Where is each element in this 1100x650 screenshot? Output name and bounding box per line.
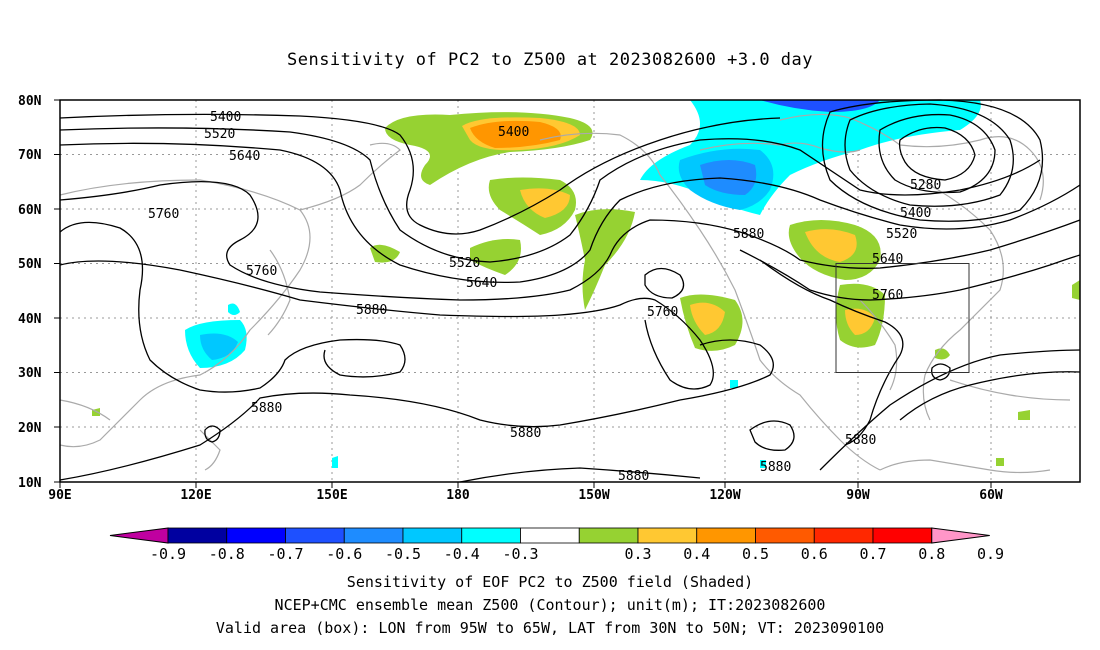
lon-label: 150W [578,488,609,503]
contour-label: 5760 [872,288,903,303]
colorbar-label: -0.5 [385,545,421,563]
colorbar-swatch [343,527,404,544]
colorbar-swatch [226,527,286,544]
colorbar-swatch [520,527,580,544]
colorbar-label: 0.6 [801,545,828,563]
lon-label: 120W [709,488,740,503]
gridlines [60,100,1080,482]
lon-label: 60W [979,488,1003,503]
colorbar-label: 0.9 [977,545,1004,563]
contour-label: 5880 [618,469,649,484]
colorbar-label: 0.5 [742,545,769,563]
contour-label: 5880 [733,227,764,242]
colorbar-label: 0.8 [918,545,945,563]
lat-label: 60N [18,203,42,218]
lon-label: 90W [846,488,870,503]
colorbar-swatch [578,527,639,544]
lat-label: 20N [18,421,42,436]
contour-label: 5880 [760,460,791,475]
colorbar-label: -0.6 [326,545,362,563]
contour-label: 5640 [229,149,260,164]
lon-label: 150E [316,488,347,503]
contour-label: 5640 [872,252,903,267]
contour-label: 5640 [466,276,497,291]
caption-line-1: Sensitivity of EOF PC2 to Z500 field (Sh… [346,573,754,591]
lat-label: 70N [18,148,42,163]
lat-axis-labels: 80N 70N 60N 50N 40N 30N 20N 10N [18,94,42,491]
map-background [60,100,1080,482]
colorbar-swatch [696,527,756,544]
colorbar-end-high [931,527,990,544]
colorbar-label: -0.7 [267,545,303,563]
contour-label: 5400 [498,125,529,140]
contour-label: 5760 [647,305,678,320]
colorbar-label: -0.3 [502,545,538,563]
caption-line-3: Valid area (box): LON from 95W to 65W, L… [215,619,885,637]
contour-label: 5760 [148,207,179,222]
colorbar-label: -0.8 [209,545,245,563]
colorbar-swatch [461,527,521,544]
contour-label: 5880 [356,303,387,318]
colorbar: -0.9 -0.8 -0.7 -0.6 -0.5 -0.4 -0.3 0.3 0.4 0.5 0.6… [109,527,1004,563]
contour-label: 5760 [246,264,277,279]
lat-label: 80N [18,94,42,109]
map-panel: 5400 5520 5640 5760 5280 5400 5520 5640 … [54,99,1081,488]
colorbar-swatch [285,527,345,544]
contour-label: 5520 [204,127,235,142]
colorbar-swatch [637,527,698,544]
coastlines [59,113,1071,474]
shaded-sensitivity [92,100,1080,468]
colorbar-label: 0.3 [624,545,651,563]
axis-ticks [54,99,992,488]
colorbar-swatch [755,527,815,544]
lat-label: 30N [18,366,42,381]
colorbar-label: 0.4 [683,545,710,563]
valid-area-box [835,263,970,373]
lat-label: 10N [18,476,42,491]
contour-label: 5880 [845,433,876,448]
lon-label: 180 [446,488,470,503]
contour-label: 5280 [910,178,941,193]
colorbar-label: -0.9 [150,545,186,563]
lon-label: 90E [48,488,71,503]
colorbar-swatch [167,527,228,544]
colorbar-label: 0.7 [859,545,886,563]
contour-labels: 5400 5520 5640 5760 5280 5400 5520 5640 … [148,110,941,484]
contour-label: 5400 [210,110,241,125]
lat-label: 50N [18,257,42,272]
colorbar-end-low [109,527,169,544]
chart-title: Sensitivity of PC2 to Z500 at 2023082600… [286,50,813,70]
contour-label: 5520 [886,227,917,242]
colorbar-swatch [402,527,463,544]
lat-label: 40N [18,312,42,327]
lon-axis-labels: 90E 120E 150E 180 150W 120W 90W 60W [48,488,1003,503]
contour-label: 5880 [251,401,282,416]
caption-line-2: NCEP+CMC ensemble mean Z500 (Contour); u… [274,596,826,614]
map-frame [59,99,1081,483]
z500-contours [59,99,1081,483]
lon-label: 120E [180,488,211,503]
contour-label: 5520 [449,256,480,271]
contour-label: 5400 [900,206,931,221]
colorbar-swatch [872,527,933,544]
colorbar-swatch [813,527,874,544]
colorbar-label: -0.4 [444,545,480,563]
contour-label: 5880 [510,426,541,441]
